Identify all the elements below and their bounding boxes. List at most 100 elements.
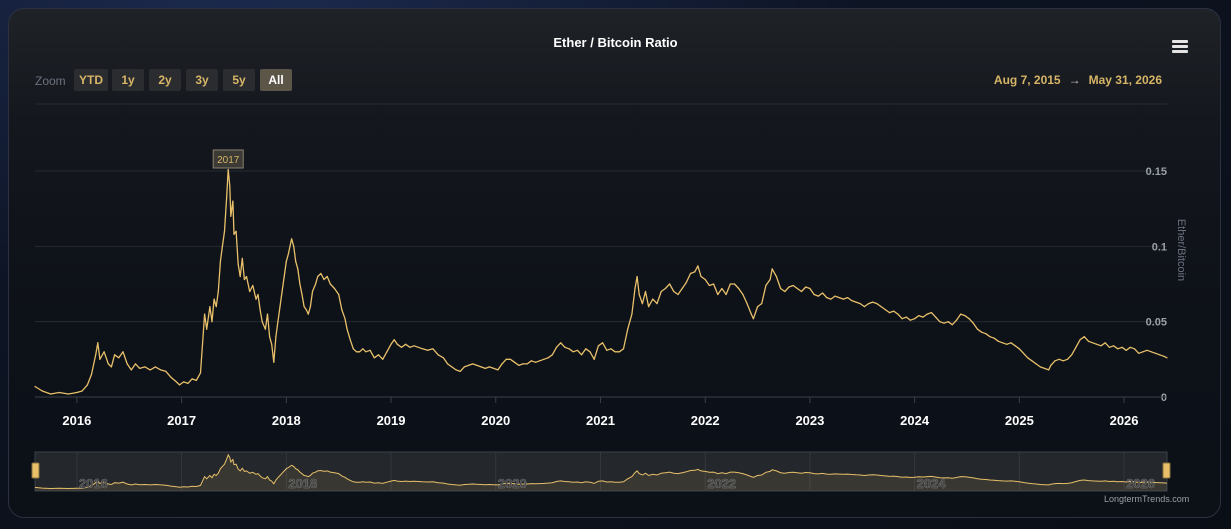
data-point [1087, 340, 1090, 342]
data-point [279, 306, 281, 308]
data-point [269, 336, 271, 338]
data-point [369, 349, 371, 351]
data-point [134, 363, 137, 365]
x-tick-label: 2017 [167, 413, 196, 428]
data-point [713, 283, 715, 285]
data-point [305, 309, 307, 311]
data-point [1104, 342, 1106, 344]
data-point [107, 363, 109, 365]
data-point [219, 260, 221, 262]
data-point [955, 319, 958, 321]
data-point [122, 351, 124, 353]
data-point [669, 283, 671, 285]
data-point [1079, 339, 1081, 341]
data-point [386, 351, 388, 353]
data-point [1010, 342, 1012, 344]
data-point [90, 373, 93, 375]
data-point [673, 290, 675, 293]
data-point [221, 245, 223, 247]
data-point [614, 351, 616, 353]
data-point [901, 318, 903, 320]
data-point [1129, 346, 1131, 348]
data-point [261, 321, 263, 323]
data-point [307, 313, 309, 315]
data-point [788, 286, 790, 288]
data-point [204, 313, 206, 315]
data-point [976, 328, 979, 330]
data-point [497, 369, 499, 371]
zoom-all-button[interactable]: All [260, 69, 292, 91]
range-end[interactable]: May 31, 2026 [1088, 73, 1162, 87]
data-point [708, 284, 711, 287]
data-point [333, 287, 336, 290]
data-point [243, 278, 245, 281]
data-point [118, 357, 120, 359]
data-point [622, 348, 625, 350]
credit-text: LongtermTrends.com [1104, 494, 1190, 504]
data-point [467, 364, 470, 366]
data-point [689, 272, 692, 275]
data-point [283, 275, 285, 278]
hamburger-menu-icon[interactable] [1172, 40, 1188, 53]
data-point [114, 354, 116, 356]
data-point [226, 197, 228, 199]
data-point [299, 283, 301, 285]
zoom-1y-button[interactable]: 1y [112, 69, 144, 91]
data-point [905, 316, 907, 318]
data-point [215, 306, 217, 308]
data-point [1075, 346, 1077, 348]
data-point [273, 361, 275, 363]
data-point [821, 292, 824, 294]
data-point [480, 366, 482, 368]
data-point [233, 233, 235, 235]
y-tick-label: 0.05 [1146, 317, 1167, 329]
data-point [914, 318, 916, 320]
data-point [581, 354, 583, 356]
data-point [589, 351, 591, 353]
date-range: Aug 7, 2015 → May 31, 2026 [994, 73, 1162, 87]
data-point [685, 281, 687, 284]
data-point [409, 346, 411, 348]
data-point [1071, 354, 1073, 356]
data-point [178, 384, 181, 386]
navigator-label: 2020 [498, 476, 527, 491]
navigator-left-handle[interactable] [31, 462, 40, 479]
data-point [530, 360, 533, 362]
data-point [1166, 357, 1168, 359]
data-point [311, 290, 314, 293]
data-point [442, 357, 444, 359]
data-point [1054, 360, 1056, 362]
zoom-ytd-button[interactable]: YTD [74, 69, 108, 91]
data-point [641, 303, 644, 305]
data-point [285, 260, 287, 262]
data-point [968, 318, 970, 320]
data-point [572, 351, 574, 353]
navigator-right-handle[interactable] [1162, 462, 1171, 479]
data-point [509, 358, 511, 360]
data-point [50, 393, 52, 395]
data-point [130, 369, 132, 371]
data-point [126, 363, 128, 365]
data-point [834, 295, 836, 297]
data-point [694, 271, 696, 273]
data-point [139, 367, 141, 369]
range-start[interactable]: Aug 7, 2015 [993, 73, 1061, 87]
data-point [432, 348, 434, 350]
data-point [217, 290, 219, 293]
data-point [1121, 346, 1123, 348]
data-point [237, 263, 239, 265]
data-point [813, 293, 815, 296]
data-point [95, 354, 97, 356]
data-point [213, 298, 215, 300]
data-point [417, 346, 419, 348]
data-point [493, 367, 495, 369]
data-point [939, 321, 941, 323]
data-point [761, 303, 763, 305]
data-point [377, 354, 380, 356]
data-point [800, 290, 803, 293]
zoom-5y-button[interactable]: 5y [223, 69, 255, 91]
data-point [1154, 352, 1157, 354]
data-point [1002, 342, 1004, 344]
zoom-2y-button[interactable]: 2y [149, 69, 181, 91]
zoom-3y-button[interactable]: 3y [186, 69, 218, 91]
